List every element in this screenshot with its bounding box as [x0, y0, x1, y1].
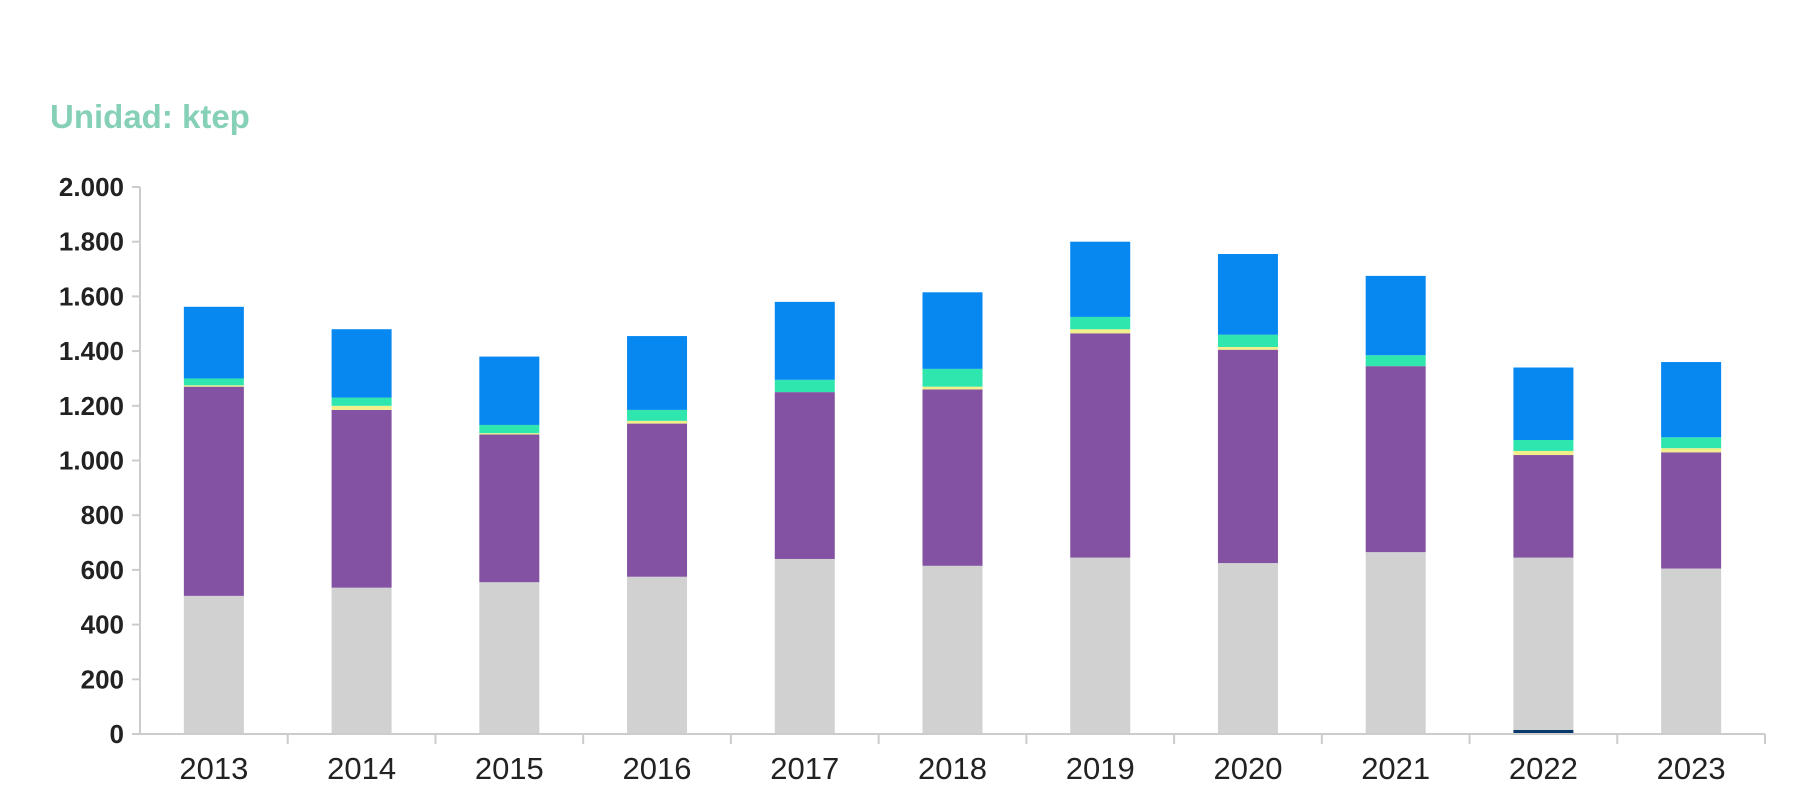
y-axis-ticks: 0 200 400 600 800 1.000 1.200 1.400 1.600 1.800 2.…	[59, 172, 140, 749]
bar-2018-series-2	[923, 566, 983, 734]
bar-2019-series-3	[1070, 333, 1130, 557]
stacked-bar-chart: 0 200 400 600 800 1.000 1.200 1.400 1.600 1.800 2.…	[0, 0, 1800, 795]
bar-2021-series-6	[1366, 276, 1426, 355]
bar-2018-series-6	[923, 292, 983, 369]
bar-2014-series-2	[332, 588, 392, 734]
y-tick-label: 800	[81, 500, 124, 530]
bar-2015-series-5	[479, 425, 539, 433]
x-tick-label: 2015	[475, 751, 544, 786]
bar-2014-series-3	[332, 410, 392, 588]
bar-2023-series-5	[1661, 437, 1721, 448]
y-tick-label: 1.200	[59, 391, 124, 421]
bar-2019-series-5	[1070, 317, 1130, 329]
bar-2021-series-2	[1366, 552, 1426, 734]
bar-2023-series-6	[1661, 362, 1721, 437]
y-tick-label: 1.600	[59, 281, 124, 311]
y-tick-label: 1.000	[59, 446, 124, 476]
bar-2016-series-6	[627, 336, 687, 410]
x-tick-label: 2020	[1213, 751, 1282, 786]
bar-2013-series-6	[184, 307, 244, 379]
bar-2018-series-4	[923, 387, 983, 390]
bar-2019-series-4	[1070, 329, 1130, 333]
bar-2013-series-5	[184, 378, 244, 385]
x-axis-ticks: 2013 2014 2015 2016 2017 2018 2019 2020 2021 2022…	[179, 751, 1725, 786]
bar-2015-series-3	[479, 435, 539, 583]
bar-2017-series-3	[775, 392, 835, 559]
bar-2015-series-2	[479, 582, 539, 734]
x-tick-label: 2023	[1657, 751, 1726, 786]
x-tick-label: 2014	[327, 751, 396, 786]
x-tick-label: 2019	[1066, 751, 1135, 786]
bar-2018-series-3	[923, 389, 983, 565]
x-tick-label: 2016	[623, 751, 692, 786]
bar-2016-series-5	[627, 410, 687, 421]
bar-2017-series-5	[775, 380, 835, 392]
x-tick-label: 2018	[918, 751, 987, 786]
bar-2019-series-2	[1070, 558, 1130, 734]
bar-2016-series-2	[627, 577, 687, 734]
bar-2016-series-3	[627, 424, 687, 577]
bar-2018-series-5	[923, 369, 983, 387]
y-tick-label: 2.000	[59, 172, 124, 202]
bar-2015-series-4	[479, 433, 539, 434]
y-tick-label: 0	[110, 719, 124, 749]
bar-2023-series-4	[1661, 448, 1721, 452]
bar-2020-series-5	[1218, 335, 1278, 347]
bar-2020-series-4	[1218, 347, 1278, 350]
x-tick-label: 2013	[179, 751, 248, 786]
bar-2022-series-4	[1513, 451, 1573, 455]
bar-2020-series-2	[1218, 563, 1278, 734]
bar-2023-series-3	[1661, 452, 1721, 568]
bar-2022-series-5	[1513, 440, 1573, 451]
bar-2014-series-6	[332, 329, 392, 397]
bar-2019-series-6	[1070, 242, 1130, 317]
bar-2016-series-4	[627, 421, 687, 424]
y-tick-label: 600	[81, 555, 124, 585]
bar-2022-series-3	[1513, 455, 1573, 558]
bar-2013-series-3	[184, 387, 244, 596]
bar-2014-series-4	[332, 406, 392, 410]
bar-2021-series-5	[1366, 355, 1426, 366]
y-tick-label: 400	[81, 610, 124, 640]
bar-2014-series-5	[332, 398, 392, 406]
bar-2017-series-2	[775, 559, 835, 734]
bar-2015-series-6	[479, 357, 539, 425]
bar-segments	[184, 242, 1721, 734]
bar-2020-series-3	[1218, 350, 1278, 563]
y-tick-label: 200	[81, 664, 124, 694]
bar-2022-series-2	[1513, 558, 1573, 730]
bar-2021-series-3	[1366, 366, 1426, 552]
x-tick-label: 2021	[1361, 751, 1430, 786]
y-tick-label: 1.400	[59, 336, 124, 366]
bar-2013-series-4	[184, 385, 244, 386]
bar-2013-series-2	[184, 596, 244, 734]
bar-2023-series-2	[1661, 569, 1721, 734]
x-tick-label: 2022	[1509, 751, 1578, 786]
y-tick-label: 1.800	[59, 227, 124, 257]
bar-2020-series-6	[1218, 254, 1278, 335]
bar-2022-series-6	[1513, 368, 1573, 440]
x-tick-label: 2017	[770, 751, 839, 786]
bar-2017-series-6	[775, 302, 835, 380]
